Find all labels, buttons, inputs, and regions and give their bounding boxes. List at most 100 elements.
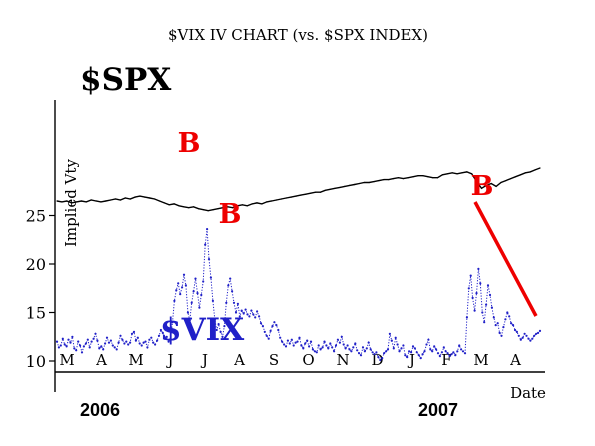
data-point xyxy=(334,187,336,189)
data-point xyxy=(446,173,448,175)
data-point xyxy=(227,206,229,208)
x-month-label: F xyxy=(441,351,451,369)
data-point xyxy=(56,200,58,202)
data-point xyxy=(465,316,468,319)
data-point xyxy=(481,311,484,314)
data-point xyxy=(461,172,463,174)
data-point xyxy=(178,205,180,207)
chart-title: $VIX IV CHART (vs. $SPX INDEX) xyxy=(168,26,428,44)
data-point xyxy=(324,189,326,191)
data-point xyxy=(82,345,85,348)
data-point xyxy=(173,203,175,205)
data-point xyxy=(471,173,473,175)
data-point xyxy=(105,336,109,339)
data-point xyxy=(410,351,413,354)
data-point xyxy=(186,311,189,314)
data-point xyxy=(500,334,503,337)
data-point xyxy=(104,342,107,345)
data-point xyxy=(375,351,378,354)
data-point xyxy=(254,316,257,319)
data-point xyxy=(511,324,515,327)
data-point xyxy=(163,337,166,340)
spx-series-points xyxy=(56,167,541,212)
data-point xyxy=(348,348,351,351)
data-point xyxy=(311,348,314,351)
data-point xyxy=(436,177,439,179)
data-point xyxy=(396,343,399,346)
data-point xyxy=(294,341,297,344)
data-point xyxy=(538,329,542,332)
data-point xyxy=(363,181,365,184)
data-point xyxy=(338,341,341,344)
data-point xyxy=(402,344,405,347)
data-point xyxy=(419,357,422,360)
data-point xyxy=(523,332,526,335)
data-point xyxy=(75,349,78,352)
data-point xyxy=(121,338,124,341)
data-point xyxy=(139,195,141,197)
data-point xyxy=(535,332,538,335)
data-point xyxy=(232,207,234,209)
data-point xyxy=(475,292,478,295)
data-point xyxy=(75,201,78,203)
data-point xyxy=(65,345,68,348)
data-point xyxy=(217,323,220,326)
data-point xyxy=(492,316,495,319)
vix-series-points xyxy=(55,228,542,362)
data-point xyxy=(144,340,147,343)
data-point xyxy=(438,355,441,358)
data-point xyxy=(333,350,336,353)
data-point xyxy=(77,340,80,343)
data-point xyxy=(412,176,414,178)
x-axis-label: Date xyxy=(510,384,546,402)
data-point xyxy=(157,334,161,337)
data-point xyxy=(86,338,89,341)
data-point xyxy=(280,198,282,200)
x-month-label: A xyxy=(95,351,107,369)
data-point xyxy=(393,178,395,180)
data-point xyxy=(125,340,128,343)
data-point xyxy=(194,277,197,280)
data-point xyxy=(284,345,288,348)
data-point xyxy=(342,343,345,346)
data-point xyxy=(473,309,476,312)
data-point xyxy=(271,200,273,202)
data-point xyxy=(132,330,136,333)
data-point xyxy=(140,344,143,347)
data-point xyxy=(168,204,170,206)
data-point xyxy=(279,336,282,339)
data-point xyxy=(90,199,92,201)
data-point xyxy=(88,346,91,349)
data-point xyxy=(211,299,214,302)
data-point xyxy=(356,349,359,352)
data-point xyxy=(246,313,249,316)
data-point xyxy=(442,346,445,349)
data-point xyxy=(110,199,112,201)
data-point xyxy=(59,344,62,347)
data-point xyxy=(130,332,134,335)
data-point xyxy=(304,342,307,345)
data-point xyxy=(290,338,293,341)
data-point xyxy=(365,347,368,350)
data-point xyxy=(150,336,153,339)
data-point xyxy=(386,348,390,351)
data-point xyxy=(241,204,243,206)
data-point xyxy=(290,196,292,198)
year-label-2006: 2006 xyxy=(80,400,120,420)
data-point xyxy=(471,296,474,299)
data-point xyxy=(258,315,261,318)
data-point xyxy=(451,172,453,174)
data-point xyxy=(182,273,186,276)
data-point xyxy=(373,353,376,356)
data-point xyxy=(240,309,243,312)
data-point xyxy=(179,293,182,296)
data-point xyxy=(352,346,355,349)
data-point xyxy=(95,200,97,202)
data-point xyxy=(244,308,247,311)
data-point xyxy=(158,200,161,202)
data-point xyxy=(317,344,320,347)
data-point xyxy=(344,347,347,350)
data-point xyxy=(537,331,540,334)
data-point xyxy=(400,347,403,350)
